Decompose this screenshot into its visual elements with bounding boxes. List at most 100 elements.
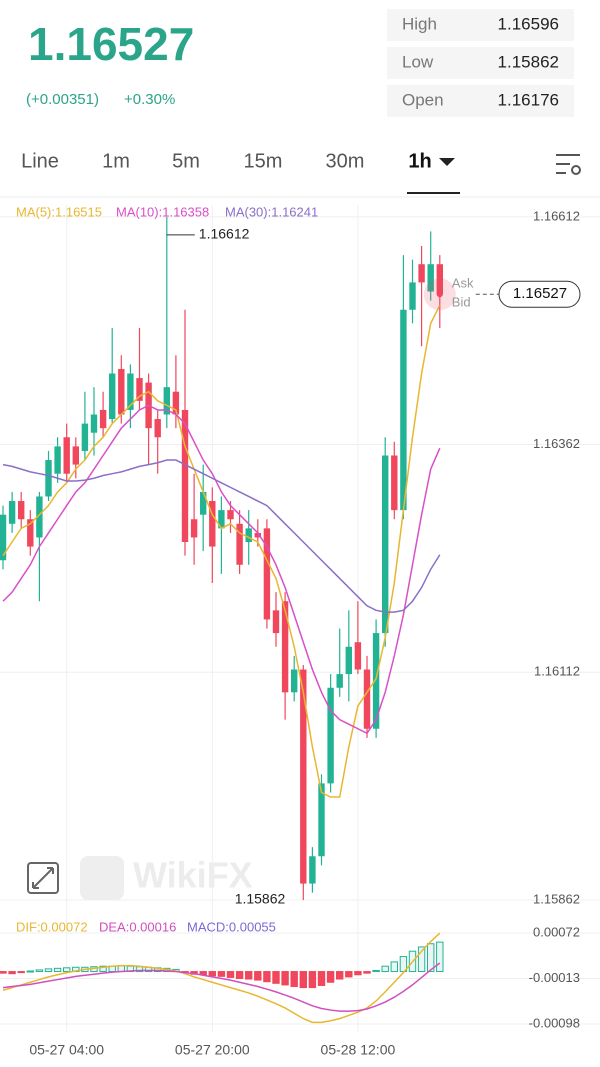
timeframe-tab[interactable]: 5m — [172, 150, 200, 172]
timeframe-tab[interactable]: 1h — [408, 150, 431, 172]
macd-bar — [272, 971, 280, 984]
ma-line — [2, 404, 441, 735]
y-tick-label: -0.00098 — [529, 1015, 580, 1030]
legend-entry: MA(5):1.16515 — [16, 204, 102, 219]
candle-body — [200, 491, 207, 515]
stat-value: 1.16596 — [498, 14, 559, 33]
candle-body — [400, 309, 407, 511]
stat-value: 1.15862 — [498, 52, 559, 71]
macd-bar — [254, 971, 262, 981]
stat-label: Open — [402, 90, 444, 109]
stat-label: Low — [402, 52, 434, 71]
x-tick-label: 05-28 12:00 — [321, 1042, 396, 1058]
macd-bar — [317, 971, 326, 986]
candle-body — [236, 523, 243, 565]
expand-icon[interactable] — [27, 862, 59, 894]
watermark-logo — [80, 856, 124, 900]
candle-body — [163, 387, 170, 415]
candle-body — [418, 264, 425, 283]
y-tick-label: 1.15862 — [533, 891, 580, 906]
macd-bar — [44, 968, 53, 973]
candle-body — [45, 460, 52, 497]
candle-body — [272, 610, 280, 634]
candle-body — [209, 501, 216, 547]
candle-body — [0, 514, 7, 561]
macd-bar — [63, 967, 71, 973]
candle-body — [318, 783, 325, 857]
candle-body — [218, 510, 225, 529]
candle-body — [427, 264, 434, 292]
candle-body — [227, 510, 234, 520]
stat-row — [387, 85, 574, 117]
timeframe-tab[interactable]: 15m — [244, 150, 283, 172]
candle-body — [181, 409, 189, 543]
candle-body — [36, 496, 43, 538]
macd-bar — [53, 967, 62, 973]
timeframe-tab[interactable]: 1m — [102, 150, 130, 172]
candle-body — [382, 455, 389, 634]
candle-body — [291, 669, 298, 693]
macd-bar — [17, 971, 25, 974]
candle-body — [263, 528, 271, 620]
candle-body — [245, 528, 252, 543]
price-change-percent: +0.30% — [124, 91, 175, 108]
candle-body — [254, 532, 261, 538]
candle-body — [99, 409, 107, 429]
macd-bar — [354, 971, 362, 976]
bid-label: Bid — [452, 295, 471, 310]
stat-label: High — [402, 14, 437, 33]
candle-body — [18, 501, 25, 520]
macd-bar — [8, 971, 16, 975]
candle-body — [172, 391, 180, 415]
candle-body — [345, 646, 352, 675]
price-change: (+0.00351) — [26, 91, 99, 108]
settings-icon[interactable] — [556, 154, 581, 175]
macd-bar — [336, 971, 344, 980]
candle-body — [190, 519, 198, 538]
candle-body — [136, 378, 143, 401]
candle-body — [363, 669, 371, 729]
low-label: 1.15862 — [235, 891, 286, 907]
candle-body — [63, 437, 70, 474]
legend-entry: MA(10):1.16358 — [116, 204, 209, 219]
candle-body — [409, 282, 416, 310]
macd-bar — [235, 971, 244, 979]
legend-entry: DEA:0.00016 — [99, 919, 176, 934]
macd-bar — [281, 971, 289, 986]
ask-label: Ask — [452, 276, 474, 291]
macd-bar — [263, 971, 271, 983]
macd-line — [2, 962, 441, 1012]
x-tick-label: 05-27 04:00 — [29, 1042, 104, 1058]
macd-bar — [99, 965, 107, 973]
candle-body — [336, 674, 343, 688]
y-tick-label: -0.00013 — [529, 970, 580, 985]
macd-bar — [290, 971, 298, 988]
y-tick-label: 0.00072 — [533, 924, 580, 939]
macd-bar — [345, 971, 353, 978]
timeframe-tab[interactable]: 30m — [326, 150, 365, 172]
last-price-dot — [436, 291, 443, 298]
candle-body — [354, 642, 362, 670]
dropdown-arrow — [439, 158, 455, 166]
high-label: 1.16612 — [199, 226, 250, 242]
candle-body — [436, 264, 443, 295]
candle-body — [72, 446, 79, 465]
legend-entry: DIF:0.00072 — [16, 919, 88, 934]
candle-body — [90, 414, 98, 433]
macd-bar — [417, 946, 426, 973]
macd-bar — [372, 969, 380, 973]
legend-entry: MACD:0.00055 — [187, 919, 276, 934]
candle-body — [281, 601, 289, 693]
candle-body — [372, 633, 380, 729]
macd-bar — [308, 971, 317, 989]
macd-bar — [26, 970, 35, 973]
y-tick-label: 1.16612 — [533, 208, 580, 223]
y-tick-label: 1.16112 — [534, 664, 580, 679]
timeframe-tab[interactable]: Line — [21, 150, 59, 172]
watermark: WikiFX — [133, 855, 253, 896]
candle-body — [81, 423, 89, 451]
stat-row — [387, 9, 574, 41]
last-price-tag-text: 1.16527 — [513, 285, 567, 302]
